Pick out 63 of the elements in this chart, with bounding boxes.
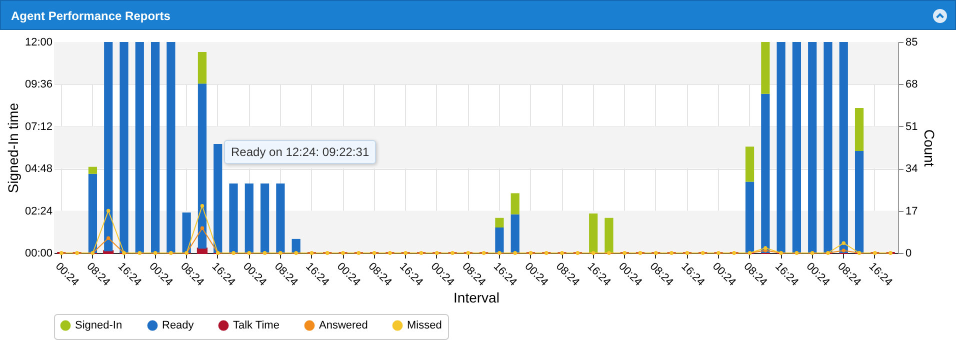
bar <box>214 144 222 253</box>
bar <box>510 214 520 253</box>
y2-tick-label: 17 <box>906 205 918 218</box>
bar <box>150 42 160 253</box>
bar <box>104 42 113 252</box>
bar <box>182 212 191 253</box>
y-axis-title: Signed-In time <box>4 102 21 194</box>
bar <box>88 166 98 174</box>
bar <box>495 228 504 253</box>
y-tick-label: 09:36 <box>24 78 52 91</box>
y-tick-label: 07:12 <box>24 120 52 133</box>
legend-label: Answered <box>319 320 368 332</box>
bar <box>196 248 208 254</box>
x-axis-title: Interval <box>454 290 500 306</box>
bar <box>792 42 802 253</box>
annotation: Ready on 12:24: 09:22:31 <box>224 140 376 164</box>
y-tick-label: 04:48 <box>24 163 52 176</box>
y2-tick-label: 51 <box>906 120 918 133</box>
bar <box>120 42 128 253</box>
bar <box>292 238 300 253</box>
bar <box>761 94 770 253</box>
bar <box>589 213 598 253</box>
point <box>106 236 110 240</box>
y2-tick-label: 85 <box>906 36 918 48</box>
point <box>200 226 204 230</box>
bar <box>808 42 817 253</box>
point <box>106 208 110 213</box>
bar <box>824 42 832 253</box>
bar <box>198 84 207 249</box>
chart-title: Agent Performance Reports <box>11 9 170 23</box>
bar <box>745 182 754 253</box>
legend-label: Ready <box>162 320 194 332</box>
bar <box>854 108 864 152</box>
y2-tick-label: 0 <box>906 248 912 260</box>
bar <box>229 184 238 253</box>
y2-tick-label: 68 <box>906 78 918 91</box>
point <box>200 204 204 208</box>
bar <box>244 184 254 253</box>
bar <box>198 52 207 84</box>
bar <box>260 184 270 253</box>
bar <box>761 42 770 94</box>
legend-label: Missed <box>407 320 442 332</box>
bar <box>276 184 285 253</box>
y-tick-label: 02:24 <box>24 205 52 218</box>
point <box>764 246 768 250</box>
point <box>842 248 846 252</box>
bar <box>745 146 754 182</box>
bar <box>510 193 520 214</box>
bar <box>88 174 98 253</box>
bar <box>135 42 144 253</box>
legend-label: Talk Time <box>233 320 280 332</box>
point <box>842 241 846 245</box>
y2-axis-title: Count <box>922 129 938 167</box>
bar <box>854 151 864 253</box>
y-tick-label: 00:00 <box>24 248 52 260</box>
y-tick-label: 12:00 <box>24 36 52 48</box>
bar <box>166 42 176 253</box>
bar <box>495 218 504 228</box>
legend-label: Signed-In <box>75 320 122 332</box>
bar <box>839 42 848 253</box>
y2-tick-label: 34 <box>906 163 918 176</box>
bar <box>604 218 614 253</box>
bar <box>776 42 786 253</box>
